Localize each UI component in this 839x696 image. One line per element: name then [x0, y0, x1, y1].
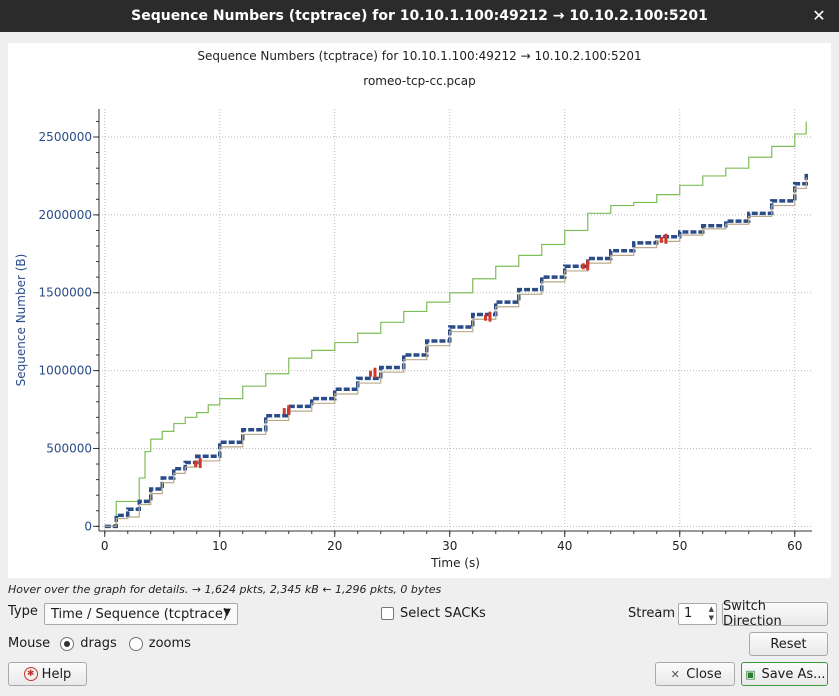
- save-as-button-label: Save As...: [761, 666, 826, 682]
- close-window-icon[interactable]: ✕: [812, 6, 826, 25]
- sack-mark: [282, 408, 286, 415]
- sack-mark: [586, 260, 590, 271]
- y-tick-label: 1500000: [39, 286, 92, 300]
- drags-radio[interactable]: [60, 636, 75, 651]
- stream-label: Stream: [628, 606, 676, 621]
- sack-mark: [373, 367, 377, 378]
- reset-button[interactable]: Reset: [749, 632, 828, 656]
- x-tick-label: 30: [442, 539, 457, 553]
- y-tick-label: 500000: [46, 441, 92, 455]
- spin-arrows-icon[interactable]: ▲ ▼: [708, 605, 714, 622]
- type-select-value: Time / Sequence (tcptrace): [51, 606, 228, 622]
- x-tick-label: 10: [212, 539, 227, 553]
- chevron-down-icon: ▼: [223, 607, 231, 618]
- sack-mark: [659, 236, 663, 243]
- y-tick-label: 1000000: [39, 364, 92, 378]
- receive-window-line: [104, 121, 807, 527]
- stream-value: 1: [684, 606, 693, 621]
- drags-label: drags: [80, 636, 117, 651]
- help-button-label: Help: [41, 666, 72, 682]
- help-icon: ✱: [23, 667, 38, 681]
- mouse-label: Mouse: [8, 636, 51, 651]
- sack-mark: [369, 370, 372, 377]
- chart-title: Sequence Numbers (tcptrace) for 10.10.1.…: [197, 49, 641, 63]
- sack-mark: [484, 314, 487, 321]
- help-button[interactable]: ✱ Help: [8, 662, 87, 686]
- sack-mark: [488, 311, 492, 322]
- sack-mark: [287, 405, 291, 416]
- y-axis-label: Sequence Number (B): [14, 254, 28, 387]
- chart-subtitle: romeo-tcp-cc.pcap: [363, 74, 475, 88]
- type-select[interactable]: Time / Sequence (tcptrace) ▼: [44, 603, 238, 625]
- window-titlebar: Sequence Numbers (tcptrace) for 10.10.1.…: [0, 0, 839, 32]
- window-title: Sequence Numbers (tcptrace) for 10.10.1.…: [131, 8, 708, 24]
- sack-mark: [664, 233, 668, 244]
- select-sacks-label: Select SACKs: [400, 606, 486, 621]
- stream-spinbox[interactable]: 1 ▲ ▼: [678, 603, 717, 625]
- data-segments-line: [104, 172, 808, 529]
- plot-area[interactable]: Sequence Numbers (tcptrace) for 10.10.1.…: [8, 43, 831, 578]
- close-button-label: Close: [686, 666, 722, 682]
- sack-mark: [198, 458, 202, 469]
- close-button[interactable]: ✕ Close: [655, 662, 735, 686]
- x-tick-label: 0: [101, 539, 109, 553]
- sack-mark: [194, 461, 198, 468]
- x-tick-label: 50: [672, 539, 687, 553]
- x-tick-label: 60: [787, 539, 802, 553]
- y-tick-label: 2000000: [39, 208, 92, 222]
- type-label: Type: [8, 604, 38, 619]
- zooms-label: zooms: [148, 636, 191, 651]
- save-icon: ▣: [745, 667, 756, 681]
- x-tick-label: 40: [557, 539, 572, 553]
- switch-direction-button[interactable]: Switch Direction: [722, 599, 828, 629]
- x-axis-label: Time (s): [430, 556, 480, 570]
- sack-mark: [581, 263, 585, 270]
- y-tick-label: 0: [84, 519, 92, 533]
- sequence-chart[interactable]: Sequence Numbers (tcptrace) for 10.10.1.…: [8, 43, 831, 578]
- ack-line: [104, 177, 807, 527]
- save-as-button[interactable]: ▣ Save As...: [741, 662, 828, 686]
- status-hint: Hover over the graph for details. → 1,62…: [8, 583, 442, 596]
- x-tick-label: 20: [327, 539, 342, 553]
- zooms-radio[interactable]: [128, 636, 143, 651]
- close-icon: ✕: [670, 667, 680, 681]
- y-tick-label: 2500000: [39, 130, 92, 144]
- select-sacks-checkbox[interactable]: [381, 607, 394, 620]
